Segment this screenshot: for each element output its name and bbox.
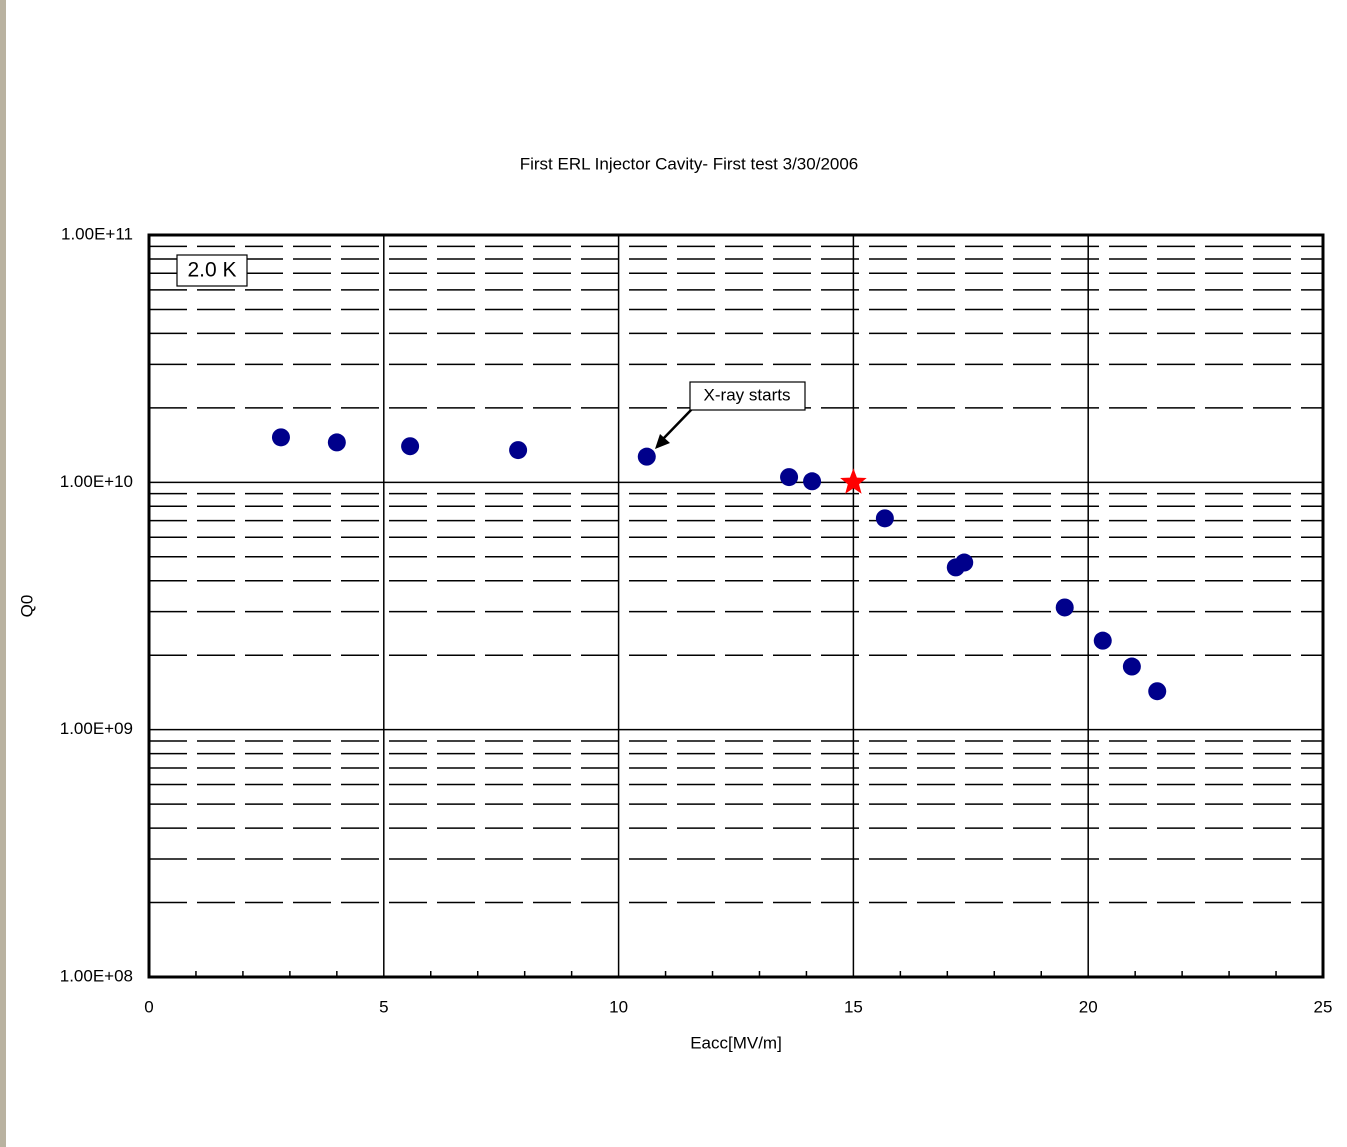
label-box-text: 2.0 K — [187, 259, 236, 282]
x-axis-label: Eacc[MV/m] — [690, 1033, 782, 1052]
data-point — [1093, 631, 1112, 650]
y-axis-label: Q0 — [17, 595, 36, 618]
data-point — [401, 437, 420, 456]
annotation-arrowhead — [655, 434, 670, 449]
label-box — [176, 254, 248, 287]
data-point — [1122, 657, 1141, 676]
annotation-arrow — [661, 408, 693, 441]
chart-title: First ERL Injector Cavity- First test 3/… — [520, 154, 859, 173]
star-point — [840, 468, 867, 494]
x-tick-label: 5 — [379, 997, 388, 1016]
x-tick-label: 25 — [1314, 997, 1333, 1016]
data-point — [803, 472, 822, 491]
data-point — [1055, 598, 1074, 617]
data-point — [955, 553, 974, 572]
annotation-box — [689, 381, 806, 411]
y-tick-label: 1.00E+10 — [60, 472, 133, 491]
data-point — [875, 509, 894, 528]
x-tick-label: 0 — [144, 997, 153, 1016]
data-point — [1148, 682, 1167, 701]
data-point — [780, 468, 799, 487]
x-tick-label: 20 — [1079, 997, 1098, 1016]
left-edge-strip — [0, 0, 6, 1147]
plot-frame — [147, 233, 1325, 979]
y-tick-label: 1.00E+11 — [61, 224, 133, 243]
x-tick-label: 10 — [609, 997, 628, 1016]
y-tick-label: 1.00E+08 — [60, 966, 133, 985]
data-point — [509, 441, 528, 460]
x-tick-label: 15 — [844, 997, 863, 1016]
data-point — [327, 433, 346, 452]
annotation-text: X-ray starts — [704, 385, 791, 404]
data-point — [637, 447, 656, 466]
data-point — [271, 428, 290, 447]
y-tick-label: 1.00E+09 — [60, 719, 133, 738]
